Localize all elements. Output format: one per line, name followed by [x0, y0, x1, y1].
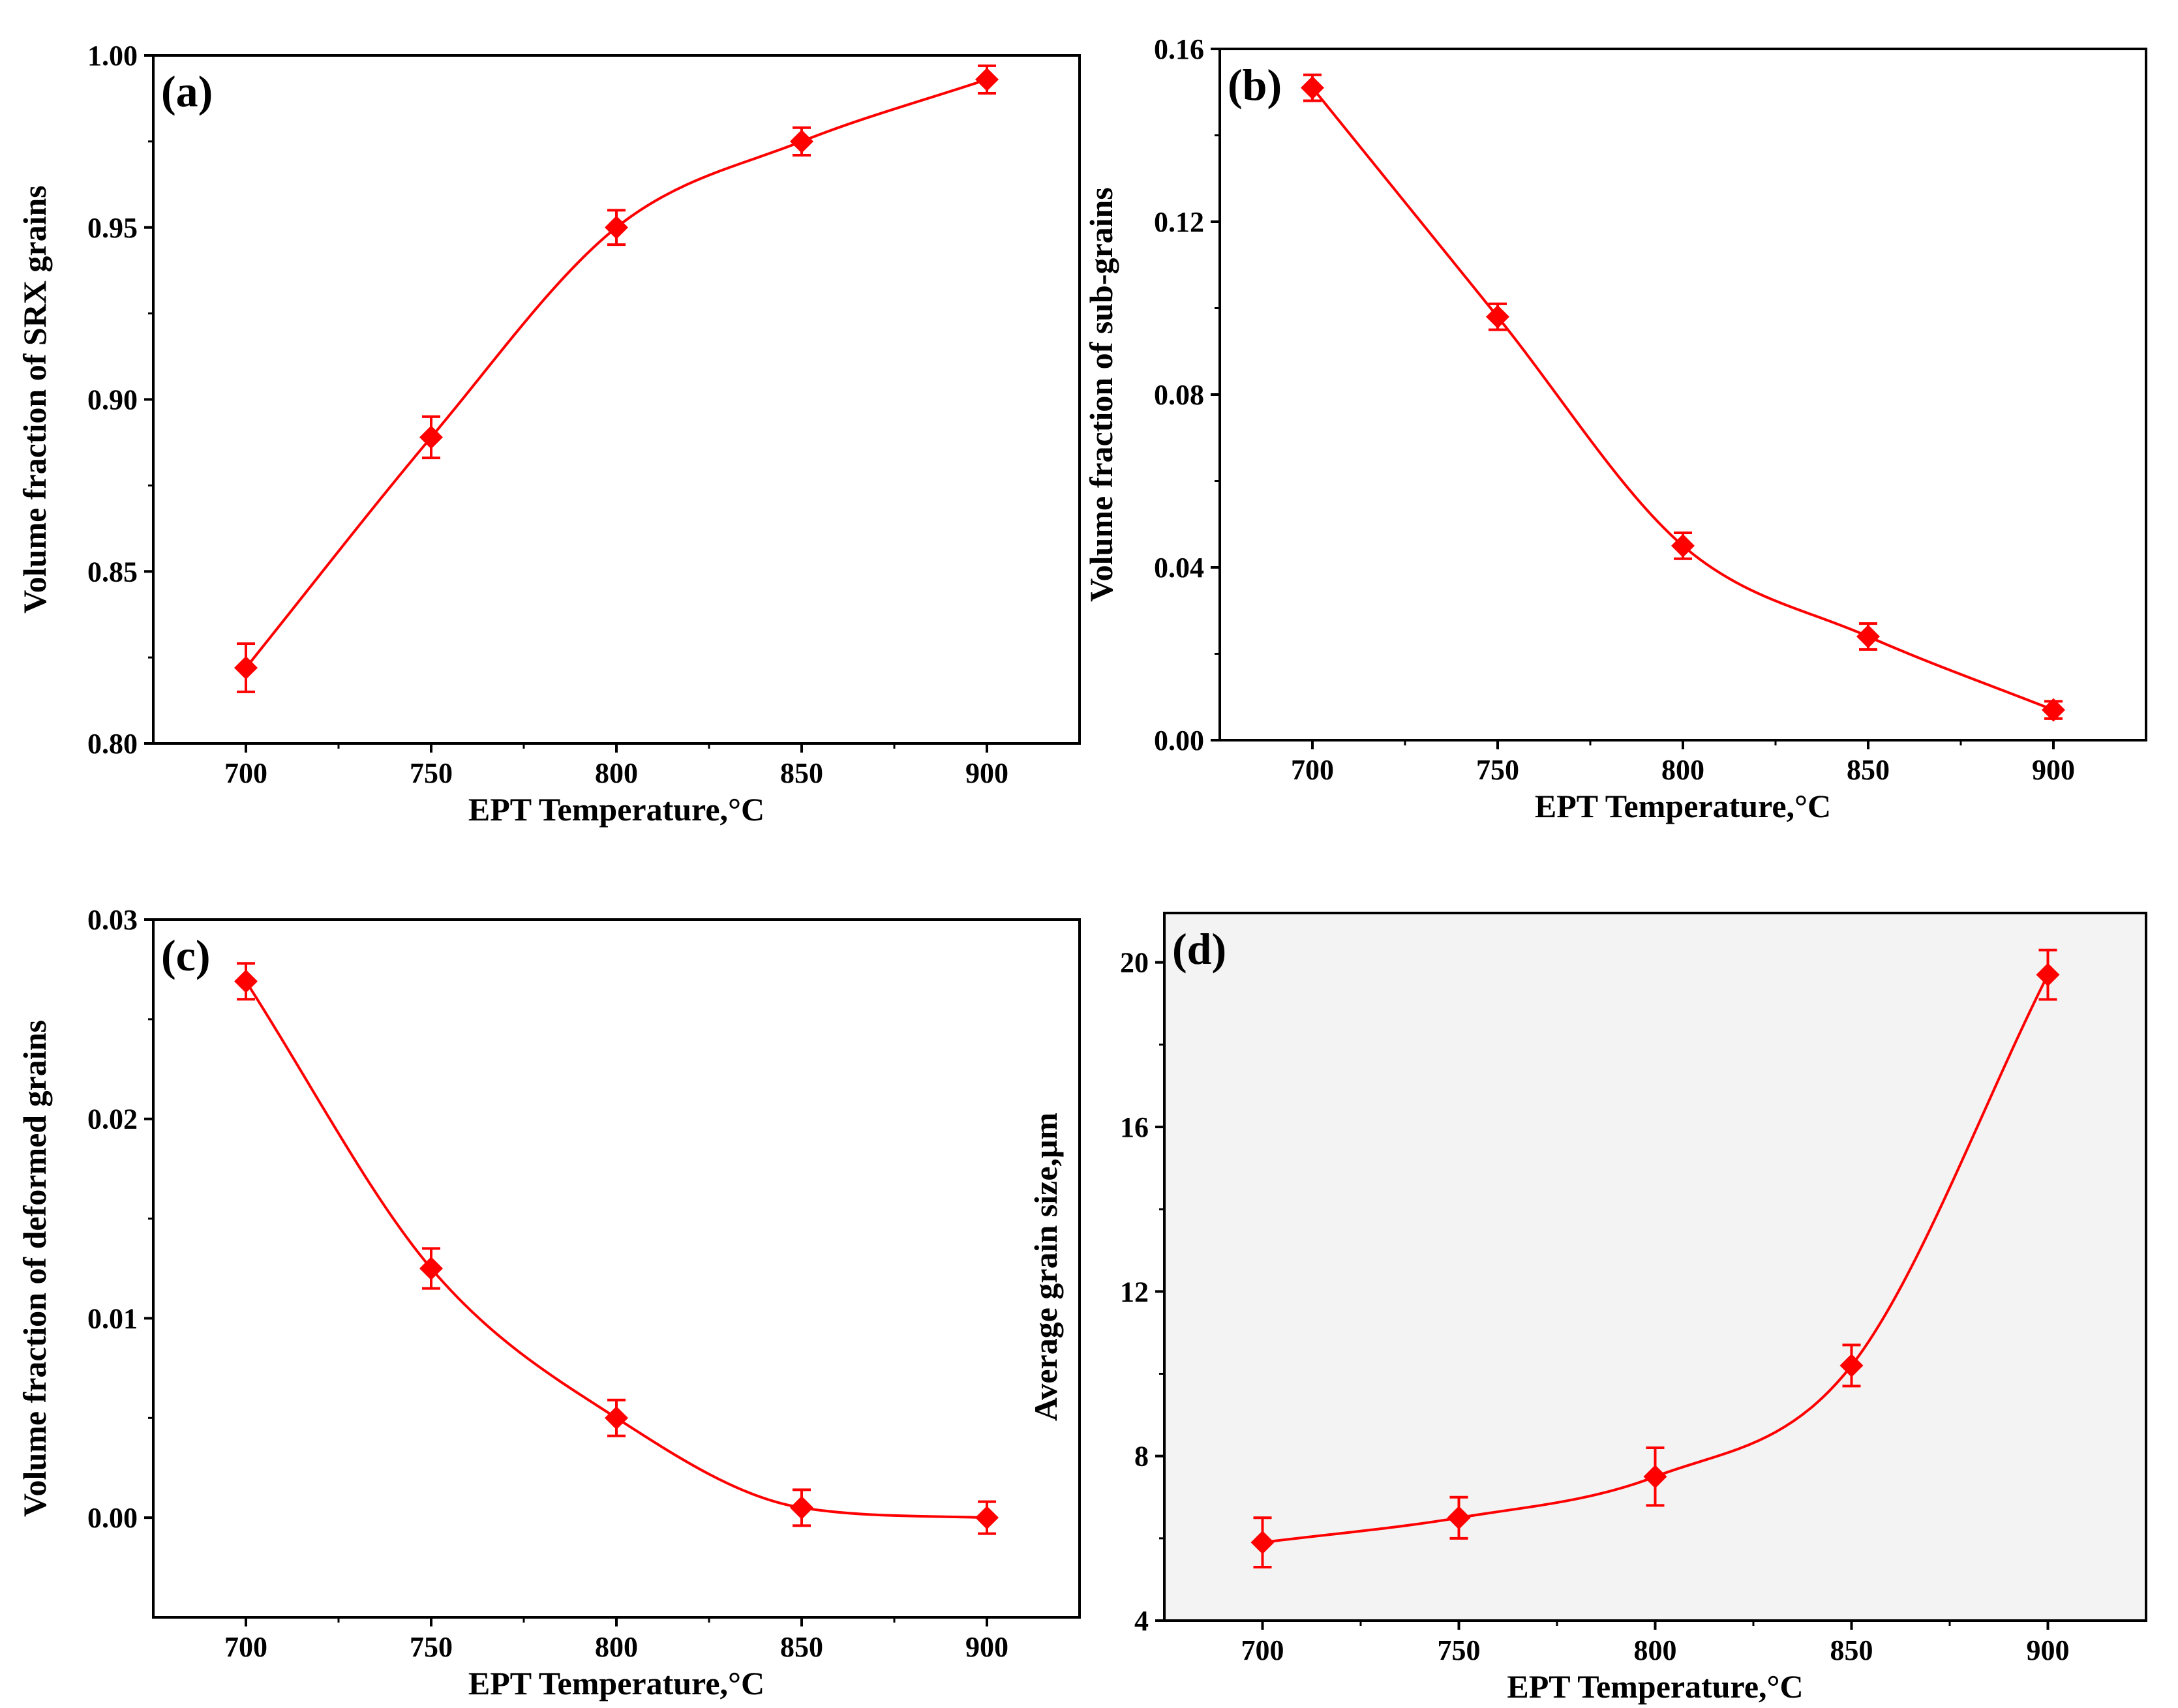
plot-frame — [1218, 48, 2147, 742]
x-axis-label: EPT Temperature,°C — [468, 1665, 764, 1701]
series-line — [1311, 87, 2054, 712]
data-point — [2042, 698, 2065, 722]
y-tick-label: 0.04 — [1154, 552, 1204, 584]
chart-panel-a: 700 750 800 850 900 0.80 0.85 0.90 0.95 1.00 EPT T… — [16, 40, 1081, 828]
x-tick-label: 850 — [1847, 754, 1890, 786]
x-tick-label: 800 — [1634, 1634, 1677, 1666]
y-tick-label: 20 — [1120, 947, 1149, 979]
plot-frame — [152, 54, 1081, 745]
y-tick-label: 0.90 — [87, 384, 138, 416]
data-point — [605, 215, 628, 239]
chart-panel-d: 700 750 800 850 900 4 8 12 16 20 EPT Temperature,°… — [1027, 912, 2147, 1705]
plot-frame — [152, 918, 1081, 1619]
x-tick-label: 750 — [1438, 1634, 1481, 1666]
panel-label: (d) — [1172, 924, 1226, 974]
x-tick-label: 900 — [965, 757, 1008, 789]
y-tick-label: 0.85 — [87, 556, 138, 588]
y-tick-label: 8 — [1134, 1441, 1149, 1473]
data-point — [605, 1406, 628, 1430]
x-axis-label: EPT Temperature,°C — [1535, 788, 1831, 824]
data-point — [419, 1257, 443, 1280]
panel-label: (c) — [161, 931, 210, 980]
y-tick-label: 16 — [1120, 1111, 1149, 1143]
y-tick-label: 0.12 — [1154, 206, 1204, 238]
y-tick-label: 0.08 — [1154, 379, 1204, 411]
x-tick-label: 750 — [410, 757, 453, 789]
data-point — [419, 425, 443, 449]
data-point — [234, 655, 258, 680]
data-point — [1250, 1531, 1275, 1555]
x-tick-label: 750 — [1476, 754, 1519, 786]
data-point — [1856, 625, 1880, 648]
x-tick-label: 700 — [1291, 754, 1334, 786]
x-tick-label: 800 — [595, 757, 638, 789]
data-point — [790, 1495, 813, 1520]
data-point — [1671, 533, 1695, 558]
x-tick-label: 750 — [410, 1631, 453, 1663]
series-line — [245, 980, 988, 1520]
x-tick-label: 900 — [965, 1631, 1008, 1663]
x-tick-label: 700 — [224, 1631, 267, 1663]
y-tick-label: 0.03 — [87, 904, 138, 936]
x-tick-label: 900 — [2032, 754, 2075, 786]
data-point — [975, 1506, 999, 1530]
data-point — [1839, 1353, 1864, 1377]
plot-background — [1164, 913, 2146, 1621]
panel-label: (a) — [161, 67, 213, 116]
x-tick-label: 850 — [780, 757, 823, 789]
y-axis-label: Volume fraction of SRX grains — [16, 185, 53, 613]
data-point — [2036, 963, 2060, 987]
data-point — [234, 969, 258, 993]
x-axis-label: EPT Temperature,°C — [1507, 1668, 1803, 1705]
y-tick-label: 12 — [1120, 1276, 1149, 1308]
y-tick-label: 0.16 — [1154, 33, 1204, 65]
data-point — [1447, 1506, 1471, 1530]
series-line — [1262, 974, 2049, 1544]
data-point — [790, 129, 813, 153]
y-tick-label: 0.00 — [87, 1502, 138, 1534]
y-axis-label: Average grain size,μm — [1027, 1113, 1064, 1421]
data-point — [975, 67, 999, 91]
y-tick-label: 0.01 — [87, 1302, 138, 1334]
x-tick-label: 900 — [2027, 1634, 2070, 1666]
y-tick-label: 0.00 — [1154, 725, 1204, 757]
x-tick-label: 700 — [1241, 1634, 1284, 1666]
series-line — [245, 78, 988, 669]
x-tick-label: 800 — [595, 1631, 638, 1663]
data-point — [1643, 1465, 1667, 1489]
y-tick-label: 0.95 — [87, 212, 138, 244]
x-tick-label: 850 — [780, 1631, 823, 1663]
x-tick-label: 850 — [1830, 1634, 1873, 1666]
y-tick-label: 0.02 — [87, 1103, 138, 1135]
chart-panel-c: 700 750 800 850 900 0.00 0.01 0.02 0.03 EPT Tempe… — [16, 904, 1081, 1701]
y-tick-label: 4 — [1134, 1605, 1149, 1637]
x-axis-label: EPT Temperature,°C — [468, 791, 764, 828]
y-axis-label: Volume fraction of deformed grains — [16, 1020, 53, 1517]
y-tick-label: 1.00 — [87, 40, 138, 72]
y-axis-label: Volume fraction of sub-grains — [1083, 187, 1119, 602]
x-tick-label: 800 — [1661, 754, 1704, 786]
panel-label: (b) — [1228, 60, 1282, 110]
data-point — [1486, 305, 1509, 329]
data-point — [1301, 76, 1324, 100]
chart-panel-b: 700 750 800 850 900 0.00 0.04 0.08 0.12 0.16 EPT T… — [1083, 33, 2147, 824]
x-tick-label: 700 — [224, 757, 267, 789]
y-tick-label: 0.80 — [87, 728, 138, 760]
